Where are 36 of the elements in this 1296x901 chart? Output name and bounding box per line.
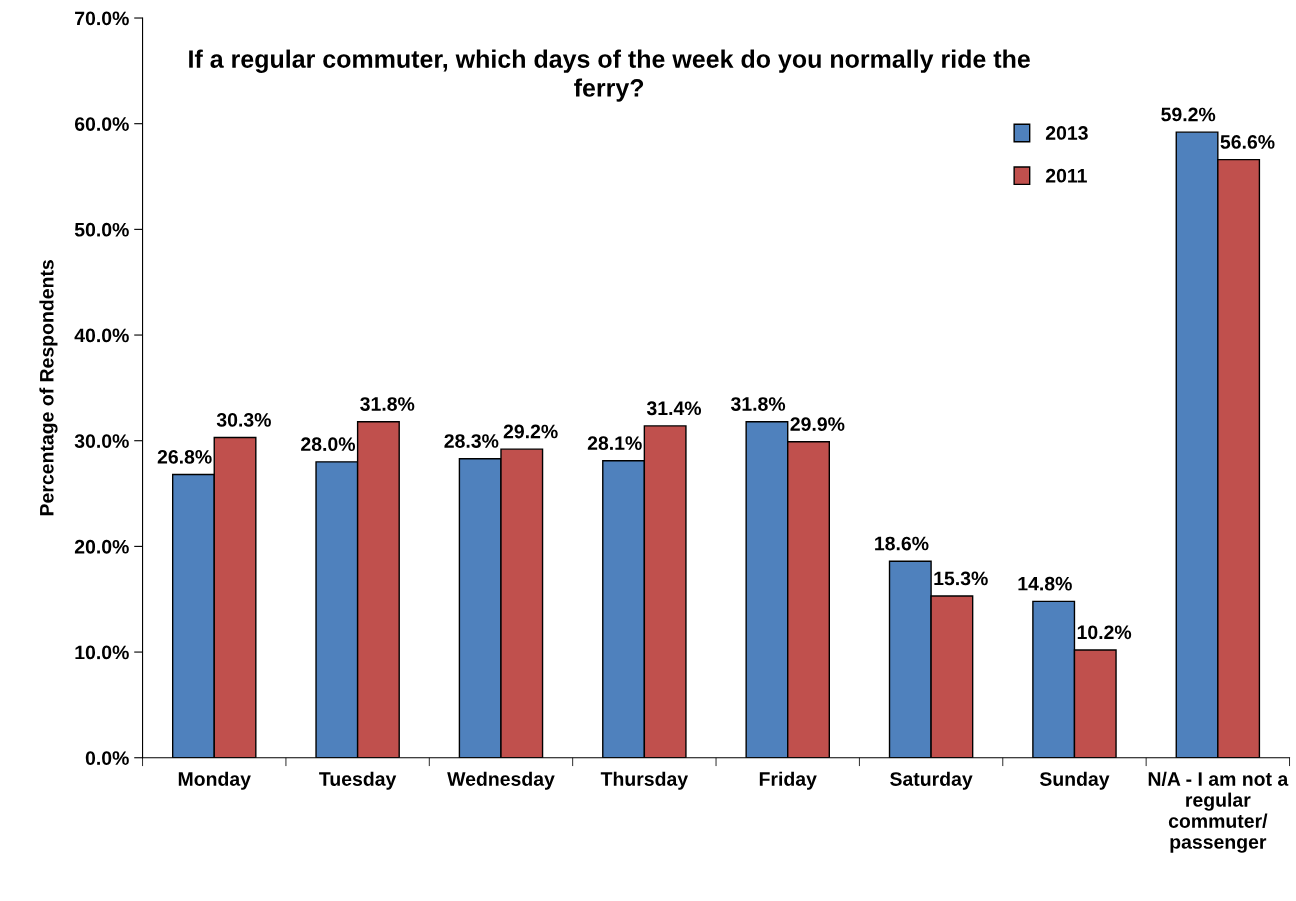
x-tick-label: Sunday bbox=[1039, 771, 1110, 790]
data-label: 28.1% bbox=[587, 436, 642, 451]
data-label: 31.4% bbox=[646, 401, 702, 416]
data-label: 29.9% bbox=[790, 417, 845, 431]
data-label: 31.8% bbox=[360, 397, 415, 411]
x-tick-label: Monday bbox=[178, 771, 251, 790]
data-label: 10.2% bbox=[1077, 625, 1132, 640]
data-label: 30.3% bbox=[216, 412, 271, 427]
text: If a regular commuter, which days of the week do you normally ride the ferry? bbox=[189, 49, 1030, 102]
data-label: 26.8% bbox=[157, 449, 212, 464]
data-label: 31.8% bbox=[730, 397, 786, 411]
y-tick-label: 50.0% bbox=[74, 222, 129, 237]
legend-label: 2013 bbox=[1045, 126, 1088, 140]
data-label: 56.6% bbox=[1220, 135, 1275, 149]
legend-label: 2011 bbox=[1045, 168, 1087, 183]
data-label: 28.3% bbox=[444, 434, 499, 448]
y-axis-title: Percentage of Respondents bbox=[39, 260, 58, 516]
y-tick-label: 40.0% bbox=[74, 328, 129, 343]
x-tick-label: Friday bbox=[759, 771, 817, 790]
data-label: 14.8% bbox=[1018, 576, 1072, 591]
y-tick-label: 70.0% bbox=[75, 11, 129, 26]
y-tick-label: 10.0% bbox=[75, 645, 129, 660]
y-tick-label: 30.0% bbox=[74, 434, 129, 448]
y-tick-label: 60.0% bbox=[74, 117, 129, 131]
data-label: 28.0% bbox=[301, 437, 356, 452]
x-tick-label: Wednesday bbox=[447, 771, 555, 790]
x-tick-label: Saturday bbox=[890, 771, 973, 790]
y-tick-label: 20.0% bbox=[74, 539, 129, 554]
y-tick-label: 0.0% bbox=[85, 751, 129, 765]
data-label: 29.2% bbox=[503, 424, 558, 439]
data-label: 18.6% bbox=[875, 536, 929, 551]
x-tick-label: Tuesday bbox=[319, 771, 397, 790]
x-tick-label: Thursday bbox=[600, 771, 689, 790]
data-label: 59.2% bbox=[1161, 107, 1216, 122]
x-tick-label: N/A - I am not a regular commuter/ passenger bbox=[1148, 771, 1289, 853]
data-label: 15.3% bbox=[934, 571, 988, 586]
